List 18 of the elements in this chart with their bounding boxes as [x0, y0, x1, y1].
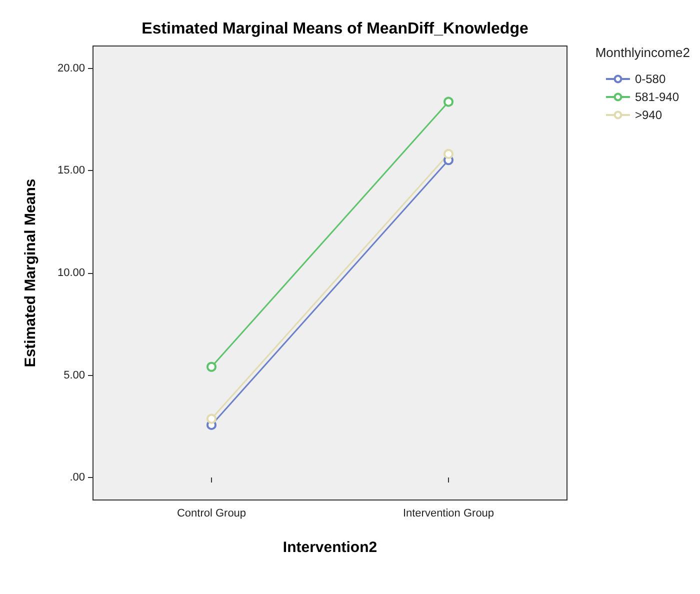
chart-title: Estimated Marginal Means of MeanDiff_Knowledge [142, 20, 528, 38]
legend-title: Monthlyincome2 [595, 45, 690, 60]
y-tick-label: 5.00 [64, 369, 85, 382]
y-tick-label: 15.00 [57, 164, 85, 177]
point [206, 414, 216, 424]
y-tick-label: .00 [70, 472, 85, 484]
x-tick-label: Control Group [176, 508, 246, 520]
point [444, 148, 454, 159]
legend-label: >940 [634, 108, 662, 122]
y-axis-title: Estimated Marginal Means [22, 178, 39, 368]
point [444, 96, 454, 107]
legend-label: 581-940 [634, 90, 680, 104]
point [206, 362, 216, 372]
legend-label: 0-580 [634, 72, 666, 86]
x-tick-label: Intervention Group [402, 508, 494, 520]
y-tick-label: 10.00 [57, 267, 85, 279]
y-tick-label: 20.00 [57, 62, 85, 74]
x-axis-title: Intervention2 [282, 539, 378, 556]
